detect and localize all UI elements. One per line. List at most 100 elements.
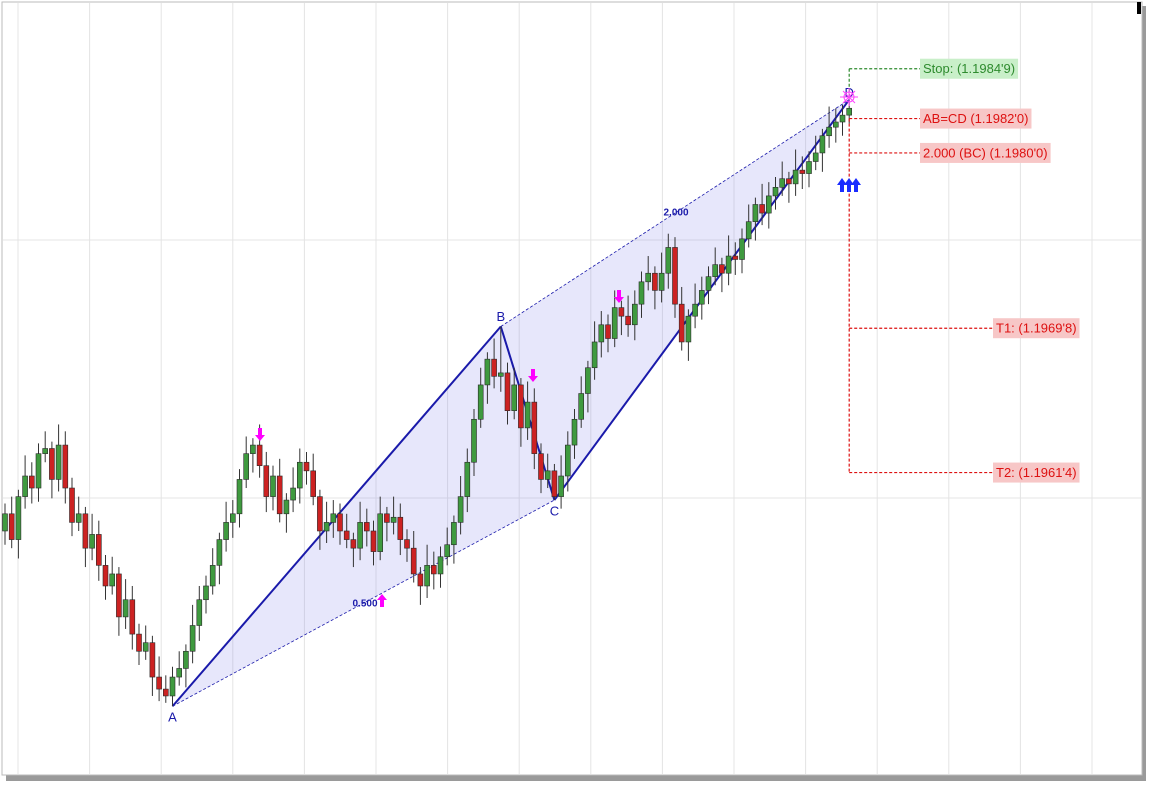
- candle-body: [15, 496, 22, 540]
- pattern-fill: [172, 99, 850, 707]
- candle-body: [216, 539, 223, 566]
- candle-body: [350, 539, 357, 549]
- candle-body: [477, 384, 484, 420]
- candle-body: [538, 453, 544, 480]
- candle-body: [812, 152, 819, 162]
- candle-body: [69, 487, 75, 523]
- pattern-point-label: C: [550, 503, 559, 518]
- candle-body: [685, 315, 692, 343]
- candle-body: [42, 448, 49, 454]
- candle-body: [310, 470, 317, 497]
- candle-body: [779, 178, 786, 188]
- candle-body: [437, 556, 444, 575]
- candle-body: [518, 384, 524, 429]
- candle-body: [149, 642, 156, 678]
- candle-body: [343, 530, 350, 540]
- candle-body: [424, 565, 430, 587]
- candle-body: [672, 247, 678, 305]
- candle-body: [692, 303, 698, 317]
- pattern-point-label: B: [496, 309, 505, 324]
- candle-body: [2, 513, 8, 532]
- candle-body: [337, 513, 343, 532]
- candle-body: [303, 461, 310, 472]
- candle-body: [22, 475, 28, 497]
- candle-body: [196, 599, 203, 626]
- level-label-box: [993, 318, 1080, 339]
- candle-body: [49, 448, 55, 480]
- candle-body: [330, 513, 337, 523]
- level-label-box: [920, 142, 1051, 163]
- candle-body: [631, 303, 638, 326]
- candle-body: [819, 135, 826, 154]
- candle-body: [28, 475, 35, 489]
- candle-body: [263, 465, 270, 497]
- levels: Stop: (1.1984'9) AB=CD (1.1982'0) 2.000 (B…: [848, 58, 1080, 483]
- candle-body: [377, 513, 384, 552]
- level-label: 2.000 (BC) (1.1980'0): [923, 145, 1048, 160]
- candle-body: [230, 513, 236, 523]
- candles: [2, 99, 853, 707]
- candle-body: [397, 516, 404, 540]
- candle-body: [732, 255, 739, 260]
- candle-body: [792, 169, 799, 185]
- buy-signals: [837, 178, 861, 192]
- corner-marker: [1137, 2, 1141, 14]
- candle-body: [759, 204, 765, 214]
- completion-star: [840, 88, 858, 106]
- candle-body: [484, 358, 491, 386]
- candle-body: [444, 544, 451, 558]
- candle-body: [283, 499, 290, 515]
- level-label: T2: (1.1961'4): [996, 465, 1077, 480]
- level-label: T1: (1.1969'8): [996, 321, 1077, 336]
- candle-body: [799, 169, 806, 174]
- sell-arrow: [255, 428, 265, 441]
- candle-body: [739, 238, 745, 260]
- candle-body: [183, 650, 189, 669]
- candle-body: [658, 272, 665, 291]
- buy-arrow: [851, 178, 861, 192]
- candle-body: [611, 307, 618, 339]
- star-ray: [842, 90, 856, 104]
- candle-body: [82, 513, 89, 549]
- candle-body: [109, 573, 115, 587]
- candle-body: [116, 573, 122, 618]
- candle-body: [471, 418, 477, 463]
- pattern-guide: [172, 499, 555, 707]
- ratio-label: 2.000: [663, 208, 688, 219]
- candle-body: [591, 341, 598, 369]
- candle-body: [558, 475, 564, 497]
- candle-body: [765, 195, 772, 214]
- candle-body: [531, 401, 538, 454]
- candle-body: [698, 290, 705, 305]
- buy-arrow: [837, 178, 847, 192]
- candle-body: [806, 161, 812, 174]
- pattern-leg: [171, 325, 502, 707]
- candle-body: [35, 453, 42, 489]
- candle-body: [497, 372, 504, 377]
- pattern-guide: [500, 99, 850, 327]
- candle-body: [169, 676, 176, 697]
- candle-body: [665, 247, 672, 274]
- candle-body: [129, 599, 136, 635]
- candle-body: [846, 107, 853, 116]
- candle-body: [625, 315, 631, 326]
- candle-body: [290, 487, 296, 501]
- candle-body: [317, 496, 323, 532]
- candle-body: [719, 264, 725, 274]
- buy-arrow: [377, 594, 387, 607]
- candle-body: [839, 114, 846, 123]
- candle-body: [384, 513, 390, 523]
- candle-body: [605, 324, 611, 339]
- level-label: Stop: (1.1984'9): [923, 61, 1015, 76]
- candle-body: [357, 522, 363, 549]
- sell-arrow: [528, 369, 538, 382]
- candle-body: [156, 676, 162, 690]
- candle-body: [323, 522, 330, 532]
- candle-body: [645, 272, 652, 283]
- candle-body: [410, 547, 417, 575]
- level-label: AB=CD (1.1982'0): [923, 111, 1028, 126]
- candle-body: [511, 384, 518, 411]
- candle-body: [189, 625, 196, 652]
- level-label-box: [920, 58, 1019, 79]
